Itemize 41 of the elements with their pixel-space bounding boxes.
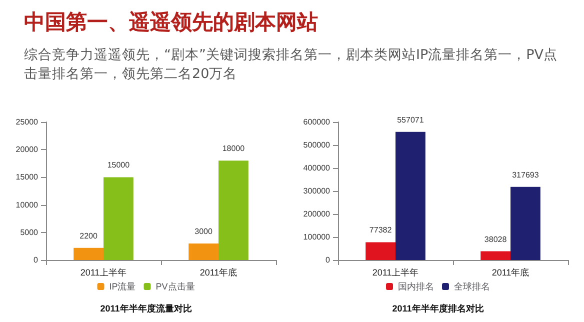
bar bbox=[104, 177, 134, 260]
y-tick-label: 200000 bbox=[303, 210, 331, 218]
y-tick-label: 0 bbox=[326, 256, 331, 264]
x-tick-label: 2011年底 bbox=[200, 268, 238, 278]
text: 2011年半年度排名对比 bbox=[392, 304, 484, 314]
bar bbox=[218, 160, 248, 260]
legend-label: IP流量 bbox=[109, 282, 136, 292]
bar bbox=[188, 243, 218, 260]
data-label: 18000 bbox=[222, 144, 246, 154]
data-label: 317693 bbox=[512, 170, 540, 180]
y-tick-label: 0 bbox=[34, 256, 39, 264]
x-tick-label: 2011上半年 bbox=[80, 268, 127, 278]
data-label: 2200 bbox=[80, 231, 98, 240]
y-tick-label: 20000 bbox=[16, 145, 39, 154]
text: 综合竞争力遥遥领先，“剧本”关键词搜索排名第一，剧本类网站IP流量排名第一，PV点击量排名第一，领先第二名20万名 bbox=[24, 46, 558, 84]
y-tick-label: 300000 bbox=[303, 186, 331, 196]
bar bbox=[480, 251, 510, 260]
bar bbox=[396, 132, 426, 260]
y-tick-label: 100000 bbox=[303, 232, 331, 242]
legend-label: 全球排名 bbox=[454, 282, 490, 292]
y-tick-label: 15000 bbox=[16, 172, 39, 182]
x-tick-label: 2011年底 bbox=[492, 268, 530, 278]
data-label: 38028 bbox=[484, 234, 508, 244]
y-tick-label: 5000 bbox=[20, 228, 39, 237]
data-label: 77382 bbox=[369, 226, 392, 235]
y-tick-label: 500000 bbox=[303, 140, 331, 150]
data-label: 557071 bbox=[397, 115, 424, 124]
y-tick-label: 400000 bbox=[303, 164, 331, 172]
legend-label: 国内排名 bbox=[398, 282, 434, 292]
bar bbox=[74, 248, 104, 260]
y-tick-label: 10000 bbox=[16, 200, 39, 210]
text: 2011年半年度流量对比 bbox=[100, 304, 192, 314]
bar bbox=[510, 186, 540, 260]
legend-label: PV点击量 bbox=[156, 282, 195, 292]
data-label: 3000 bbox=[194, 226, 213, 236]
bar bbox=[366, 242, 396, 260]
text: 中国第一、遥遥领先的剧本网站 bbox=[24, 9, 319, 36]
x-tick-label: 2011上半年 bbox=[372, 268, 419, 278]
y-tick-label: 25000 bbox=[16, 118, 39, 126]
data-label: 15000 bbox=[107, 160, 130, 170]
y-tick-label: 600000 bbox=[303, 118, 331, 126]
